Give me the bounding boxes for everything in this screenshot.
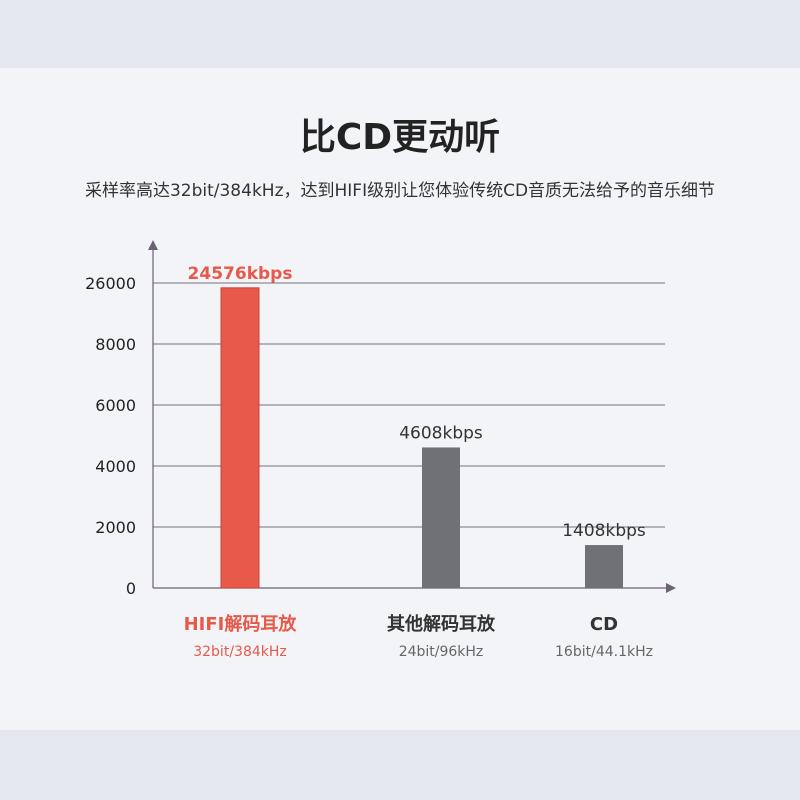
- bar-value-label: 24576kbps: [188, 264, 293, 284]
- y-tick-label: 6000: [95, 396, 136, 415]
- bar: [422, 447, 460, 588]
- page-title: 比CD更动听: [299, 117, 501, 158]
- category-label: HIFI解码耳放: [184, 613, 298, 635]
- bar: [220, 287, 260, 589]
- y-tick-label: 26000: [85, 274, 136, 293]
- y-tick-label: 2000: [95, 518, 136, 537]
- x-axis-arrow: [666, 583, 676, 593]
- y-tick-label: 0: [126, 579, 136, 598]
- bar-value-label: 4608kbps: [399, 423, 483, 443]
- page-subtitle: 采样率高达32bit/384kHz，达到HIFI级别让您体验传统CD音质无法给予…: [84, 181, 716, 201]
- bar: [585, 545, 623, 588]
- background-panel: [0, 68, 800, 730]
- category-sublabel: 16bit/44.1kHz: [555, 644, 653, 660]
- y-tick-label: 8000: [95, 335, 136, 354]
- category-sublabel: 32bit/384kHz: [193, 644, 287, 660]
- bar-value-label: 1408kbps: [562, 521, 646, 541]
- y-axis-arrow: [148, 240, 158, 250]
- category-label: 其他解码耳放: [387, 613, 496, 635]
- y-tick-label: 4000: [95, 457, 136, 476]
- category-label: CD: [590, 614, 618, 635]
- category-sublabel: 24bit/96kHz: [399, 644, 484, 660]
